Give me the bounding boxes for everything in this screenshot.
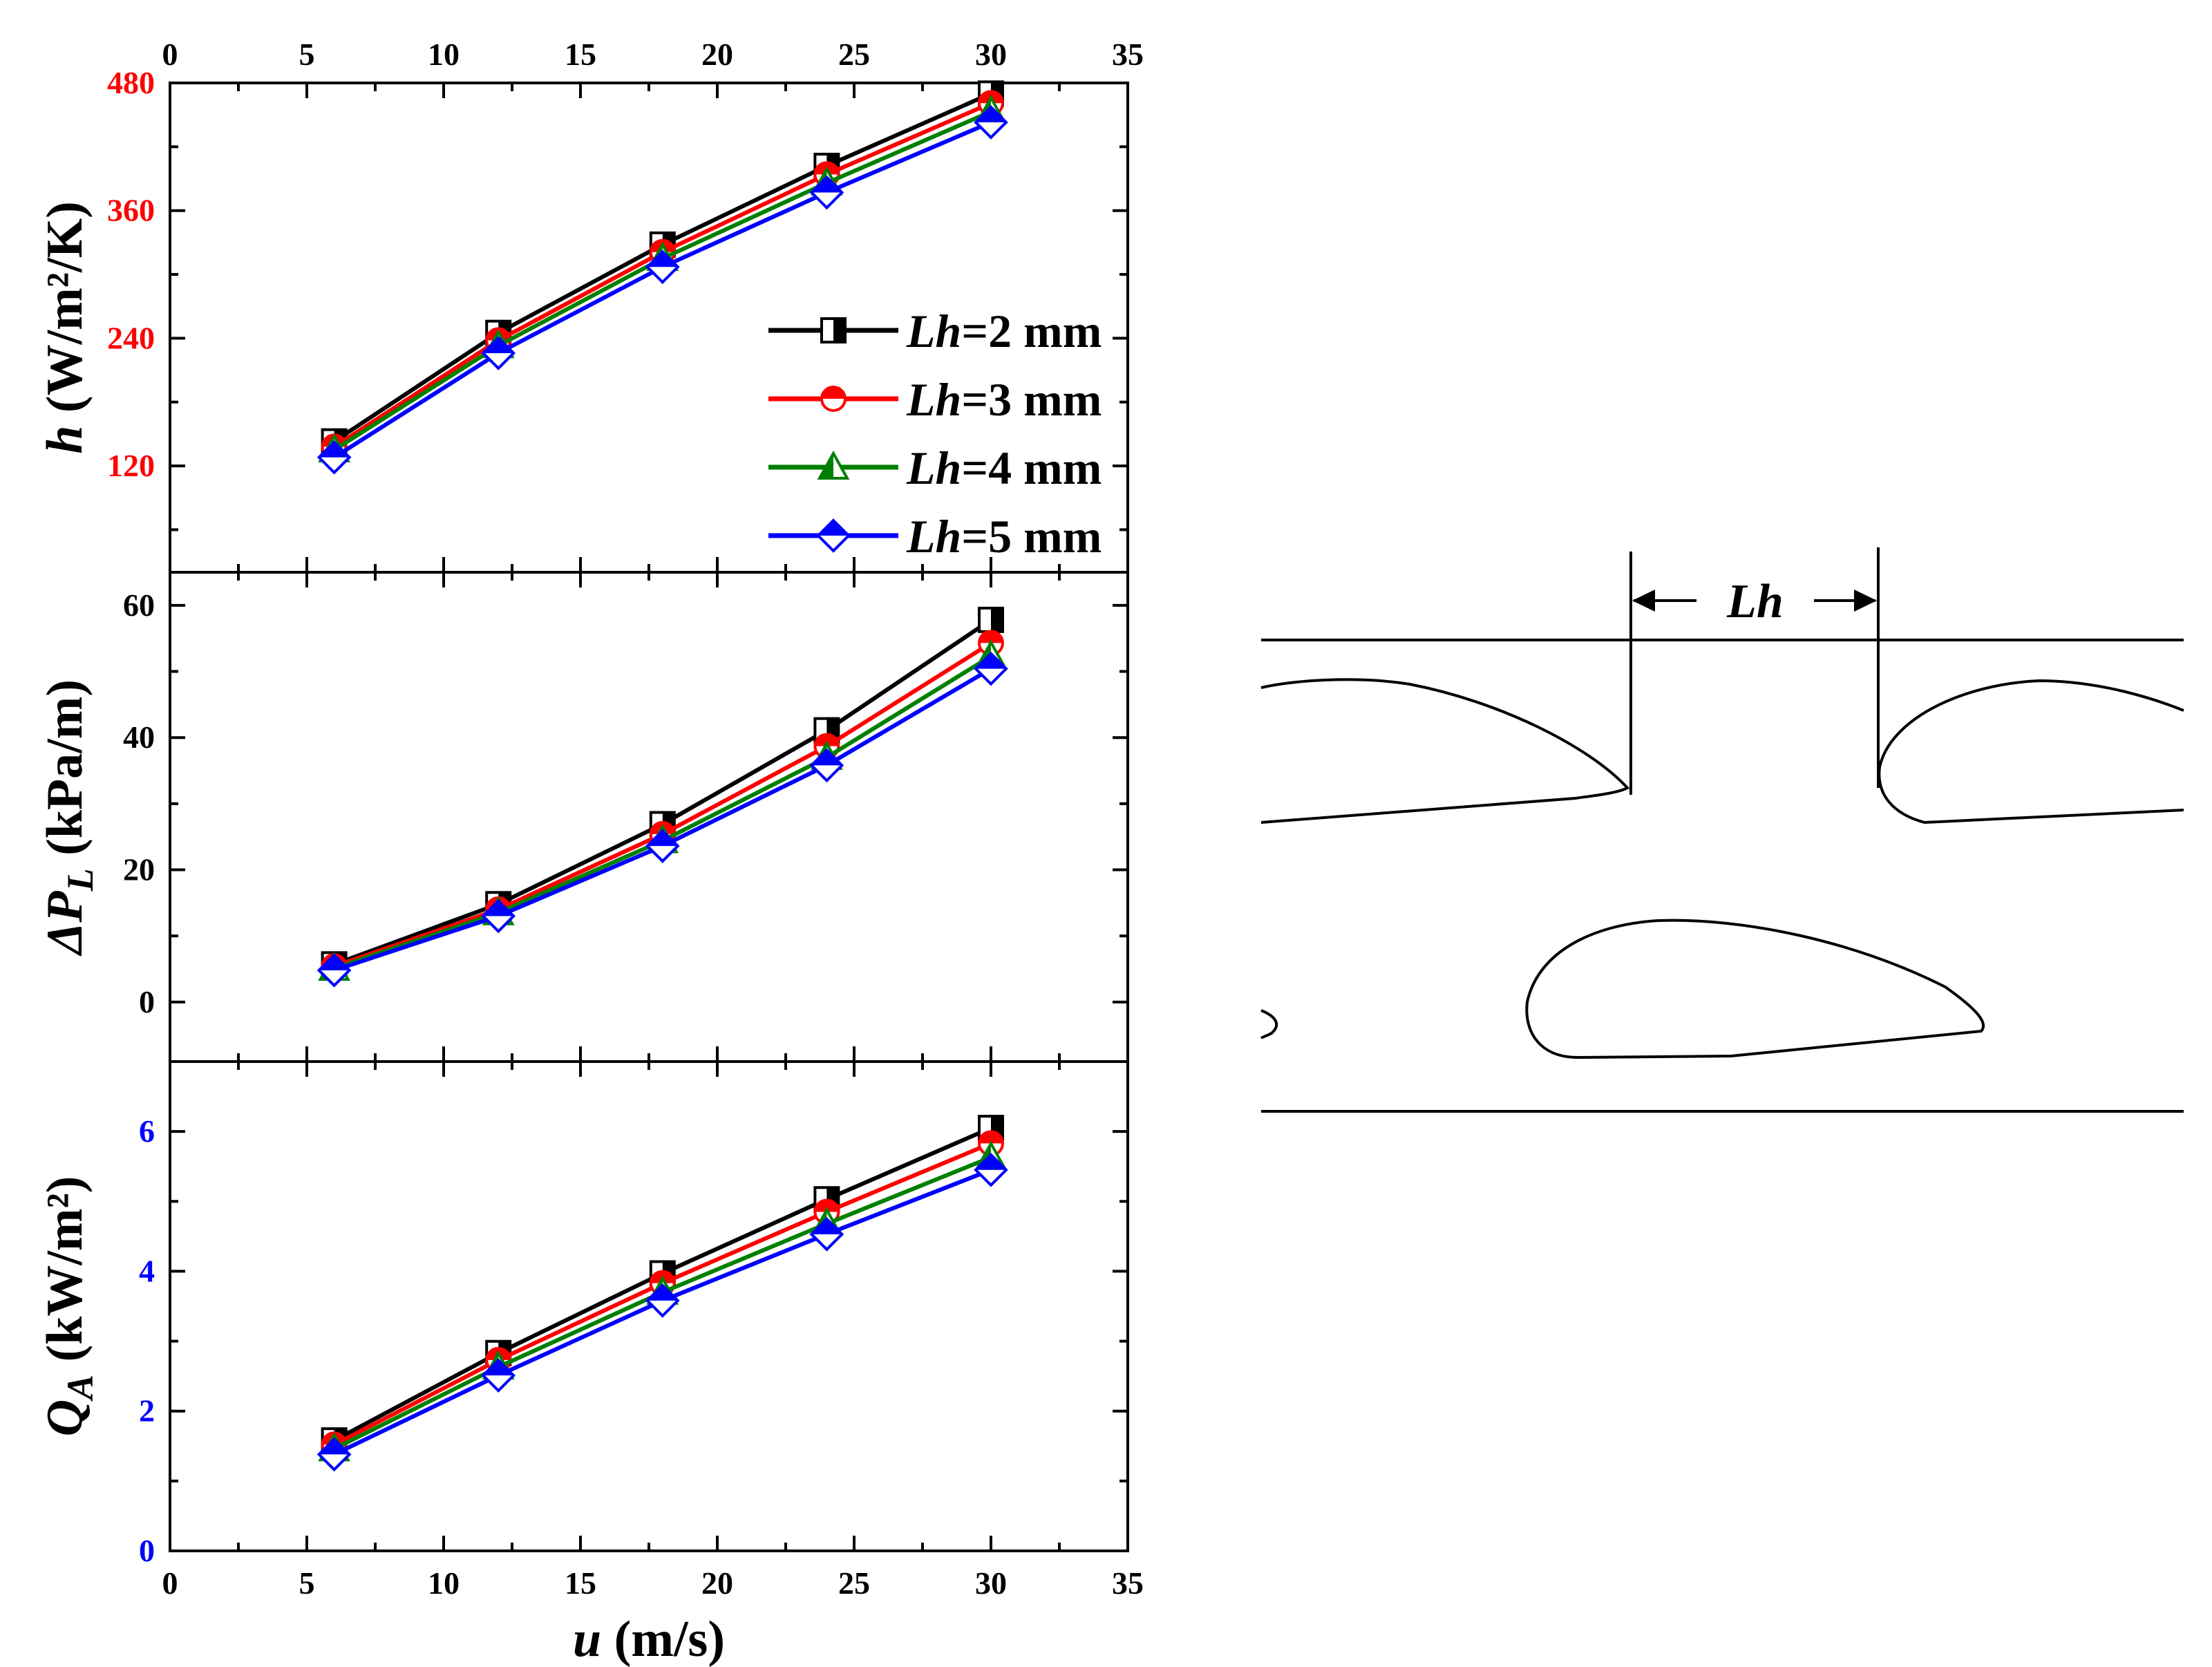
y-tick-label: 20	[123, 852, 155, 887]
x-top-tick-label: 25	[838, 37, 870, 72]
y-ticks-middle	[170, 603, 1128, 1004]
data-point	[316, 953, 352, 988]
y-tick-label: 120	[107, 448, 155, 483]
legend-label: Lh=2 mm	[906, 305, 1102, 357]
legend-marker	[820, 386, 847, 412]
x-ticks-top	[169, 83, 1129, 572]
data-point	[481, 336, 516, 370]
x-tick-label: 30	[975, 1565, 1007, 1601]
x-tick-label: 0	[162, 1565, 178, 1601]
x-top-tick-label: 10	[428, 37, 460, 72]
series-Lh5-bottom	[316, 1152, 1008, 1472]
x-tick-label: 10	[428, 1565, 460, 1601]
y-tick-label: 360	[107, 193, 155, 228]
x-tick-label: 35	[1112, 1565, 1144, 1601]
y-tick-label: 0	[139, 1533, 155, 1568]
y-axis-label: QA (kW/m²)	[37, 1176, 101, 1437]
data-point	[316, 1437, 352, 1472]
x-top-tick-label: 30	[975, 37, 1007, 72]
data-point	[645, 1283, 680, 1318]
legend-entry-Lh4: Lh=4 mm	[768, 442, 1102, 494]
y-tick-label: 6	[139, 1113, 155, 1149]
legend-entry-Lh5: Lh=5 mm	[768, 510, 1102, 563]
legend-label: Lh=3 mm	[906, 373, 1102, 426]
x-tick-label: 5	[299, 1565, 315, 1601]
y-ticks-bottom	[170, 1060, 1128, 1552]
data-point	[645, 249, 680, 285]
data-point	[974, 651, 1008, 686]
chart-panel-middle: 0 20 40 60 ΔPL (kPa/m)	[37, 571, 1129, 1063]
y-axis-label: ΔPL (kPa/m)	[37, 679, 101, 957]
y-tick-label: 480	[107, 65, 155, 100]
y-ticks-top	[170, 82, 1128, 531]
dimension-arrowhead-right	[1854, 590, 1877, 612]
data-point	[809, 1216, 844, 1252]
left-fin-tail	[1260, 1009, 1278, 1039]
x-top-tick-label: 20	[701, 37, 733, 72]
legend-marker	[816, 518, 851, 553]
data-point	[645, 829, 680, 863]
right-fin	[1878, 679, 2184, 825]
x-top-tick-label: 0	[162, 37, 178, 72]
x-tick-label: 15	[565, 1565, 596, 1601]
y-tick-label: 240	[107, 320, 155, 355]
middle-fin	[1525, 919, 1985, 1059]
x-top-tick-label: 5	[299, 37, 315, 72]
x-tick-label: 20	[701, 1565, 733, 1601]
legend-marker	[820, 317, 847, 343]
data-point	[316, 440, 352, 475]
dimension-label: Lh	[1726, 575, 1784, 628]
data-point	[974, 105, 1008, 140]
dimension-arrowhead-left	[1632, 590, 1655, 612]
series-Lh5-middle	[316, 651, 1008, 988]
y-tick-label: 0	[139, 984, 155, 1019]
x-top-tick-label: 35	[1112, 37, 1144, 72]
y-tick-label: 40	[123, 719, 155, 755]
data-point	[809, 175, 844, 210]
x-tick-label: 25	[838, 1565, 870, 1601]
legend: Lh=2 mm Lh=3 mm Lh=4 mm Lh=5 mm	[768, 305, 1102, 563]
legend-label: Lh=4 mm	[906, 442, 1102, 494]
data-point	[481, 898, 516, 934]
chart-panel-bottom: 0 2 4 6 0 5 10 15 20 25 30 35 u (m/s) QA (kW/m²)	[37, 1060, 1144, 1667]
x-top-tick-label: 15	[565, 37, 596, 72]
data-point	[481, 1358, 516, 1393]
y-tick-label: 60	[123, 587, 155, 623]
x-axis-label: u (m/s)	[573, 1611, 725, 1667]
x-ticks-middle	[169, 572, 1129, 1062]
series-Lh5-top	[316, 105, 1008, 475]
legend-label: Lh=5 mm	[906, 510, 1102, 563]
x-ticks-bottom	[169, 1062, 1129, 1551]
y-tick-label: 2	[139, 1393, 155, 1429]
y-axis-label: h (W/m²/K)	[37, 201, 93, 453]
fin-geometry-diagram: Lh	[1260, 547, 2184, 1113]
legend-entry-Lh2: Lh=2 mm	[768, 305, 1102, 357]
left-fin	[1260, 678, 1630, 824]
legend-entry-Lh3: Lh=3 mm	[768, 373, 1102, 426]
data-point	[974, 1152, 1008, 1187]
legend-marker	[817, 450, 850, 480]
data-point	[978, 606, 1004, 633]
data-point	[809, 748, 844, 783]
y-tick-label: 4	[139, 1253, 155, 1288]
